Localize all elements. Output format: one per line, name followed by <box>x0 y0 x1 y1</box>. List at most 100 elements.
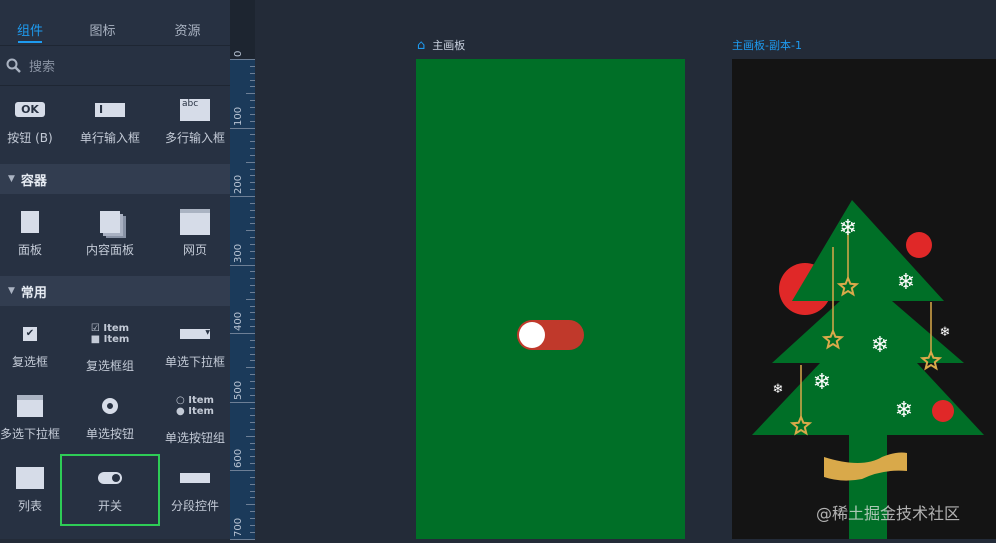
ruler-tick <box>230 470 255 471</box>
section-header-common[interactable]: ▼ 常用 <box>0 276 230 306</box>
component-button[interactable]: OK 按钮 (B) <box>0 86 60 158</box>
switch-toggle[interactable] <box>517 320 584 350</box>
list-icon <box>16 466 44 489</box>
svg-text:❄: ❄ <box>897 270 915 295</box>
radio-group-icon: ○ Item ● Item <box>176 394 214 417</box>
component-content-panel[interactable]: 内容面板 <box>60 198 160 270</box>
component-textarea[interactable]: abc 多行输入框 <box>160 86 230 158</box>
vertical-ruler[interactable]: 0 100 200 300 400 500 600 700 <box>230 0 255 540</box>
ruler-tick <box>230 333 255 334</box>
ruler-label: 400 <box>233 311 244 331</box>
component-radio[interactable]: 单选按钮 <box>60 382 160 454</box>
component-label: 网页 <box>182 242 207 257</box>
ruler-tick <box>250 154 255 156</box>
component-webpage[interactable]: 网页 <box>160 198 230 270</box>
ruler-tick <box>246 435 255 437</box>
ruler-tick <box>230 401 255 403</box>
svg-text:❄: ❄ <box>871 333 889 358</box>
checkbox-icon: ✔ <box>23 323 37 345</box>
component-label: 分段控件 <box>170 498 219 513</box>
ruler-tick <box>250 511 255 513</box>
ruler-tick <box>250 394 255 396</box>
ruler-tick <box>246 367 255 369</box>
component-switch[interactable]: 开关 <box>60 454 160 526</box>
ruler-tick <box>230 264 255 266</box>
ruler-tick <box>250 408 255 410</box>
switch-icon <box>98 467 122 489</box>
chevron-down-icon: ▼ <box>8 286 15 296</box>
ruler-tick <box>250 374 255 376</box>
ruler-tick <box>246 230 255 232</box>
ruler-label: 0 <box>233 50 244 57</box>
ruler-tick <box>250 134 255 136</box>
ruler-tick <box>250 291 255 293</box>
textarea-icon: abc <box>180 98 210 121</box>
ruler-label: 700 <box>233 517 244 537</box>
ruler-tick <box>250 380 255 382</box>
ruler-tick <box>250 319 255 321</box>
ruler-tick <box>250 168 255 170</box>
component-radio-group[interactable]: ○ Item ● Item 单选按钮组 <box>160 382 230 454</box>
component-label: 多行输入框 <box>164 130 225 145</box>
ruler-tick <box>250 517 255 519</box>
component-multi-dropdown[interactable]: 多选下拉框 <box>0 382 60 454</box>
ruler-label: 200 <box>233 174 244 194</box>
star-ornament-icon <box>836 275 860 297</box>
ruler-tick <box>250 415 255 417</box>
ruler-tick <box>250 182 255 184</box>
component-label: 单选按钮组 <box>164 430 225 445</box>
ruler-tick <box>230 196 255 197</box>
ruler-tick <box>250 339 255 341</box>
ruler-tick <box>250 490 255 492</box>
component-list[interactable]: 列表 <box>0 454 60 526</box>
artboard-copy[interactable]: ❄ ❄ ❄ ❄ ❄ ❄ ❄ <box>732 59 996 539</box>
component-dropdown[interactable]: ▼ 单选下拉框 <box>160 310 230 382</box>
ruler-tick <box>250 65 255 67</box>
svg-text:❄: ❄ <box>895 398 913 423</box>
christmas-tree-image: ❄ ❄ ❄ ❄ ❄ ❄ ❄ <box>752 200 984 539</box>
section-header-container[interactable]: ▼ 容器 <box>0 164 230 194</box>
section-title: 容器 <box>20 173 47 189</box>
ruler-tick <box>230 127 255 129</box>
ruler-tick <box>250 456 255 458</box>
dropdown-icon: ▼ <box>180 323 210 345</box>
artboard-label-main[interactable]: ⌂ 主画板 <box>417 37 465 53</box>
ruler-tick <box>250 305 255 307</box>
search-icon <box>6 58 21 73</box>
section-title: 常用 <box>20 285 47 301</box>
component-label: 单行输入框 <box>79 130 140 145</box>
canvas-top-area <box>255 0 996 30</box>
component-segmented[interactable]: 分段控件 <box>160 454 230 526</box>
ruler-tick <box>250 175 255 177</box>
tab-resources[interactable]: 资源 <box>174 24 201 39</box>
ruler-label: 600 <box>233 448 244 468</box>
component-panel[interactable]: 面板 <box>0 198 60 270</box>
panel-icon <box>21 210 39 233</box>
ruler-tick <box>250 257 255 259</box>
component-text-input[interactable]: I 单行输入框 <box>60 86 160 158</box>
chevron-down-icon: ▼ <box>8 174 15 184</box>
ruler-tick <box>250 428 255 430</box>
tab-components[interactable]: 组件 <box>0 8 60 45</box>
component-sidebar: 组件 图标 资源 搜索 OK 按钮 (B) I 单行输入框 abc 多行输入框 ▼ 容器… <box>0 0 230 539</box>
ruler-tick <box>246 161 255 163</box>
search-input[interactable]: 搜索 <box>0 46 230 86</box>
search-placeholder: 搜索 <box>29 60 56 75</box>
artboard-label-copy[interactable]: 主画板-副本-1 <box>732 39 802 52</box>
ruler-tick <box>230 59 255 60</box>
ruler-tick <box>250 250 255 252</box>
artboard-main[interactable] <box>416 59 685 539</box>
component-checkbox-group[interactable]: ☑ Item ■ Item 复选框组 <box>60 310 160 382</box>
ruler-tick <box>250 422 255 424</box>
text-input-icon: I <box>95 99 125 121</box>
tab-icons[interactable]: 图标 <box>89 24 116 39</box>
ruler-tick <box>250 106 255 108</box>
multi-dropdown-icon <box>17 394 43 417</box>
ruler-tick <box>250 278 255 280</box>
ruler-tick <box>250 72 255 74</box>
ruler-tick <box>250 86 255 88</box>
svg-text:❄: ❄ <box>773 382 784 397</box>
ruler-tick <box>250 531 255 533</box>
component-checkbox[interactable]: ✔ 复选框 <box>0 310 60 382</box>
ruler-tick <box>246 298 255 300</box>
